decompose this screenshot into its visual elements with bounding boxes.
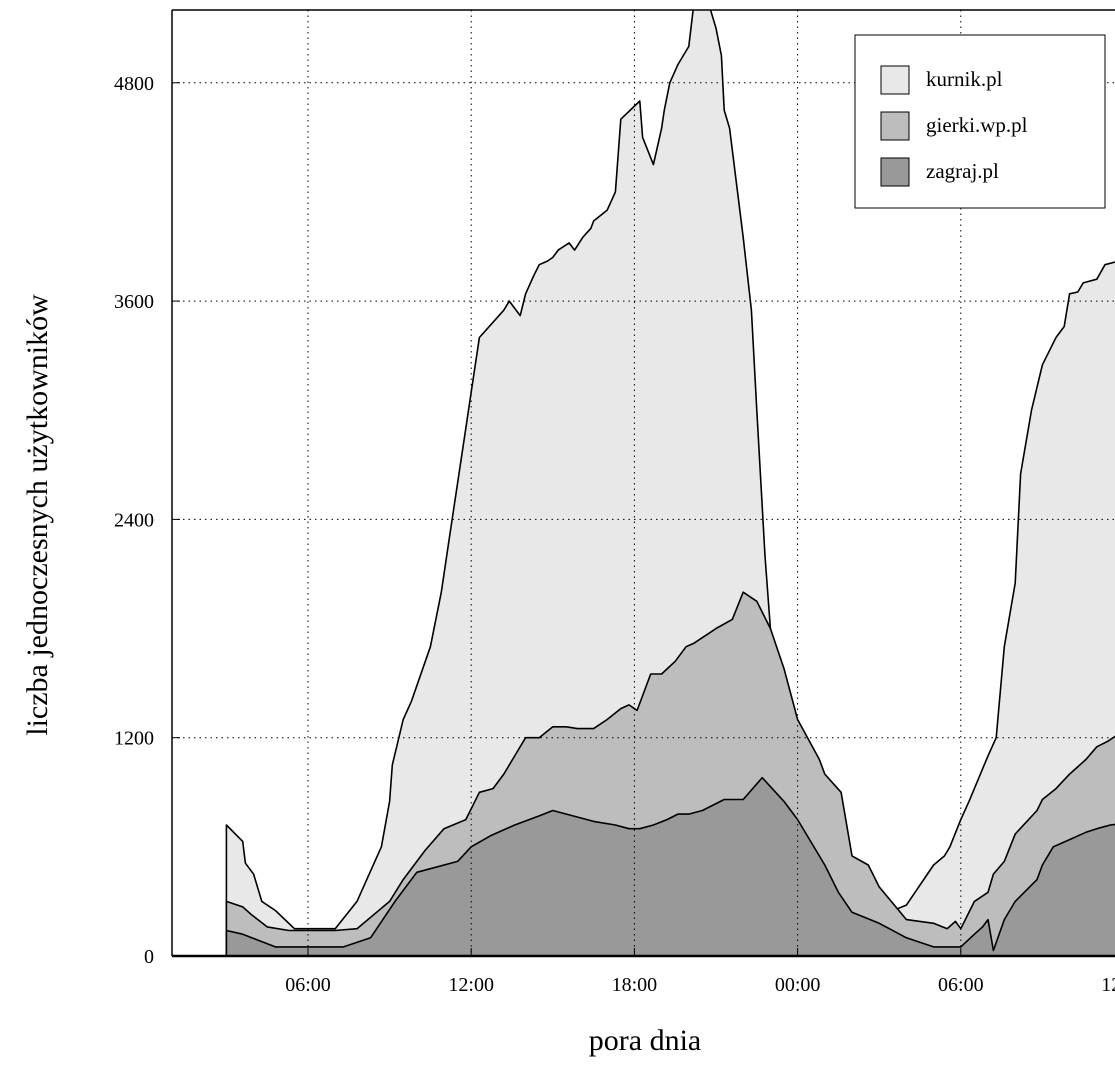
y-tick-label: 2400 <box>114 509 154 531</box>
y-axis-ticks: 0 1200 2400 3600 4800 <box>114 73 180 968</box>
x-axis-ticks: 06:00 12:00 18:00 00:00 06:00 12:00 <box>285 948 1115 996</box>
legend-swatch-kurnik-pl <box>880 65 910 95</box>
x-tick-label: 06:00 <box>285 974 331 996</box>
x-tick-label: 12:00 <box>1101 974 1115 996</box>
stacked-areas <box>225 10 1115 956</box>
x-axis-label: pora dnia <box>589 1024 701 1057</box>
x-tick-label: 00:00 <box>775 974 821 996</box>
legend-swatch-gierki-wp-pl <box>880 111 910 141</box>
area-kurnik-pl <box>225 10 1115 956</box>
y-tick-label: 4800 <box>114 73 154 95</box>
legend: kurnik.pl gierki.wp.pl zagraj.pl <box>854 34 1106 209</box>
y-tick-label: 1200 <box>114 728 154 750</box>
legend-label: kurnik.pl <box>926 67 1003 91</box>
plot-frame <box>171 9 1115 958</box>
x-tick-label: 12:00 <box>448 974 494 996</box>
y-tick-label: 0 <box>144 946 154 968</box>
x-tick-label: 18:00 <box>612 974 658 996</box>
x-tick-label: 06:00 <box>938 974 984 996</box>
area-zagraj-pl <box>225 776 1115 956</box>
grid-lines <box>172 10 1115 956</box>
legend-label: zagraj.pl <box>926 159 999 183</box>
y-tick-label: 3600 <box>114 291 154 313</box>
legend-swatch-zagraj-pl <box>880 157 910 187</box>
y-axis-label: liczba jednoczesnych użytkowników <box>21 294 54 736</box>
legend-label: gierki.wp.pl <box>926 113 1028 137</box>
